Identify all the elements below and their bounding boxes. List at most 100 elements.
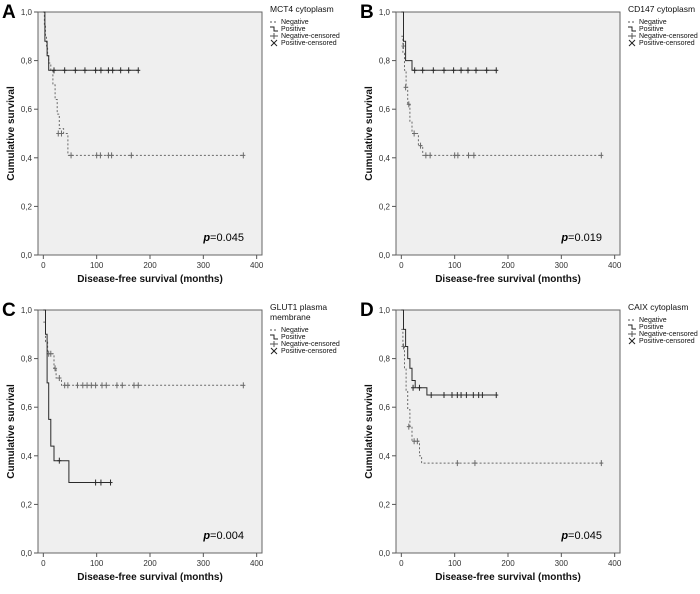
y-tick-label: 0,0	[21, 549, 33, 558]
panel-label: C	[2, 300, 16, 321]
legend-entry: Positive	[639, 324, 664, 331]
x-tick-label: 0	[399, 559, 404, 568]
x-tick-label: 200	[143, 261, 157, 270]
plot-area	[37, 309, 263, 554]
legend-swatch-positive-censored-bar	[270, 347, 278, 355]
panel-label: D	[360, 300, 374, 321]
panel-label: A	[2, 2, 16, 23]
x-tick-label: 300	[555, 559, 569, 568]
panel-title-line: GLUT1 plasma	[270, 302, 327, 312]
legend-swatch-positive	[628, 26, 636, 32]
legend-swatch-positive-censored-bar	[270, 39, 278, 47]
km-curve-positive	[43, 309, 111, 483]
p-label: p	[560, 530, 568, 542]
panel-title-line: CD147 cytoplasm	[628, 4, 695, 14]
y-tick-label: 0,8	[379, 355, 391, 364]
x-axis-label: Disease-free survival (months)	[77, 572, 223, 583]
x-tick-label: 0	[399, 261, 404, 270]
x-tick-label: 100	[90, 261, 104, 270]
y-tick-label: 0,2	[379, 202, 391, 211]
x-tick-label: 0	[41, 261, 46, 270]
legend-entry: Negative	[281, 19, 309, 26]
legend-entry: Positive-censored	[639, 40, 695, 47]
x-tick-label: 400	[608, 559, 622, 568]
x-tick-label: 400	[608, 261, 622, 270]
plot-area	[37, 11, 263, 256]
km-curve-positive	[401, 11, 497, 71]
legend-entry: Negative	[639, 19, 667, 26]
y-tick-label: 0,6	[21, 105, 33, 114]
y-tick-label: 0,6	[21, 403, 33, 412]
p-label: p	[560, 232, 568, 244]
legend-swatch-positive-censored-bar	[628, 337, 636, 345]
y-tick-label: 0,2	[379, 500, 391, 509]
panel-label: B	[360, 2, 374, 23]
x-tick-label: 200	[143, 559, 157, 568]
legend-swatch-positive-censored-bar	[628, 39, 636, 47]
y-tick-label: 0,4	[379, 452, 391, 461]
y-tick-label: 1,0	[21, 306, 33, 315]
legend-entry: Positive-censored	[639, 338, 695, 345]
x-tick-label: 100	[448, 261, 462, 270]
legend-entry: Negative-censored	[639, 331, 698, 338]
x-tick-label: 300	[197, 261, 211, 270]
plot-area	[395, 11, 621, 256]
p-value-number: =0.045	[210, 232, 244, 244]
legend-entry: Positive-censored	[281, 348, 337, 355]
x-tick-label: 200	[501, 261, 515, 270]
y-axis-label: Cumulative survival	[364, 384, 375, 479]
legend-entry: Negative-censored	[281, 341, 340, 348]
y-tick-label: 0,8	[21, 355, 33, 364]
km-curve-negative	[43, 321, 244, 386]
y-axis-label: Cumulative survival	[6, 86, 17, 181]
km-panel-d: D 0,0 0,2 0,4 0,6 0,8 1,0 0 100 200 300 400 Disease-…	[360, 300, 698, 583]
km-panel-b: B 0,0 0,2 0,4 0,6 0,8 1,0 0 100 200 300 400 Disease-…	[360, 2, 698, 285]
x-tick-label: 200	[501, 559, 515, 568]
km-curve-negative	[43, 11, 244, 156]
p-label: p	[202, 530, 210, 542]
panel-title-line: CAIX cytoplasm	[628, 302, 688, 312]
x-tick-label: 300	[197, 559, 211, 568]
legend-entry: Negative	[281, 327, 309, 334]
p-value-number: =0.019	[568, 232, 602, 244]
p-value: p=0.019	[560, 232, 602, 244]
legend-entry: Negative-censored	[639, 33, 698, 40]
plot-area	[395, 309, 621, 554]
km-curve-positive	[43, 11, 139, 71]
legend-entry: Negative-censored	[281, 33, 340, 40]
y-tick-label: 0,4	[21, 154, 33, 163]
y-tick-label: 0,2	[21, 202, 33, 211]
y-tick-label: 0,8	[379, 57, 391, 66]
p-value: p=0.045	[560, 530, 602, 542]
panel-title-line: MCT4 cytoplasm	[270, 4, 334, 14]
x-tick-label: 100	[448, 559, 462, 568]
y-tick-label: 0,6	[379, 403, 391, 412]
x-tick-label: 300	[555, 261, 569, 270]
legend-entry: Positive	[639, 26, 664, 33]
p-label: p	[202, 232, 210, 244]
x-tick-label: 0	[41, 559, 46, 568]
x-axis-label: Disease-free survival (months)	[435, 572, 581, 583]
y-tick-label: 1,0	[379, 8, 391, 17]
x-axis-label: Disease-free survival (months)	[77, 274, 223, 285]
p-value: p=0.004	[202, 530, 244, 542]
legend-swatch-positive	[270, 334, 278, 340]
x-tick-label: 400	[250, 261, 264, 270]
y-tick-label: 0,0	[379, 549, 391, 558]
legend-swatch-positive	[270, 26, 278, 32]
y-tick-label: 0,4	[21, 452, 33, 461]
legend-entry: Negative	[639, 317, 667, 324]
y-tick-label: 1,0	[379, 306, 391, 315]
legend-entry: Positive	[281, 334, 306, 341]
p-value: p=0.045	[202, 232, 244, 244]
p-value-number: =0.004	[210, 530, 244, 542]
x-tick-label: 400	[250, 559, 264, 568]
p-value-number: =0.045	[568, 530, 602, 542]
y-axis-label: Cumulative survival	[6, 384, 17, 479]
y-tick-label: 0,6	[379, 105, 391, 114]
legend-entry: Positive	[281, 26, 306, 33]
panel-title-line: membrane	[270, 312, 311, 322]
y-tick-label: 0,4	[379, 154, 391, 163]
y-axis-label: Cumulative survival	[364, 86, 375, 181]
